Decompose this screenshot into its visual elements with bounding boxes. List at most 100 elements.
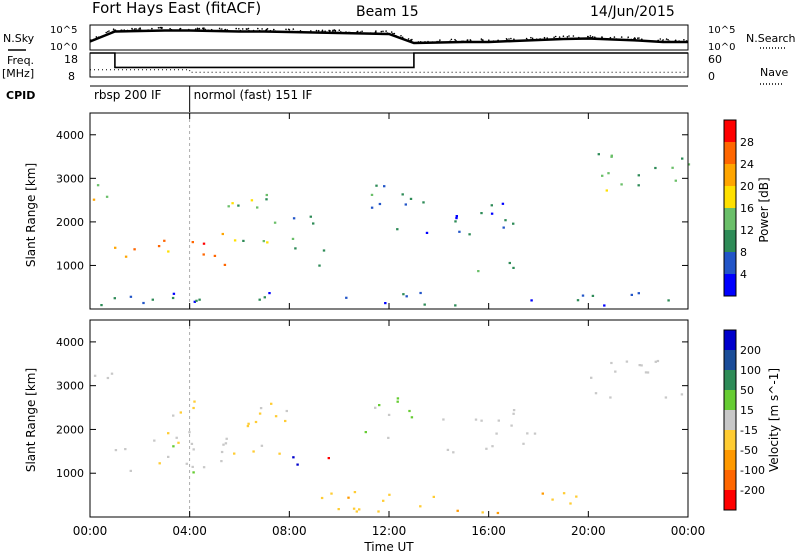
scatter-cell — [262, 240, 265, 243]
colorbar-tick-label: 12 — [740, 224, 754, 237]
scatter-cell — [179, 411, 182, 414]
nave-line — [90, 69, 688, 73]
scatter-cell — [654, 360, 657, 363]
nsearch-point — [262, 30, 265, 33]
nsearch-point — [587, 35, 589, 38]
nsearch-point — [339, 31, 342, 33]
nsearch-point — [245, 28, 248, 30]
scatter-cell — [202, 253, 205, 256]
nsearch-point — [454, 38, 456, 41]
colorbar-tick-label: -50 — [740, 444, 758, 457]
nsearch-point — [218, 27, 221, 30]
colorbar-segment — [724, 490, 736, 510]
scatter-cell — [419, 505, 422, 508]
colorbar-tick-label: 8 — [740, 246, 747, 259]
nsearch-point — [563, 37, 566, 40]
scatter-cell — [256, 206, 259, 209]
nsearch-point — [348, 31, 350, 34]
scatter-cell — [291, 237, 295, 240]
x-tick-label: 00:00 — [671, 524, 706, 538]
colorbar-tick-label: 20 — [740, 180, 754, 193]
scatter-cell — [92, 198, 96, 201]
nsearch-point — [106, 31, 109, 33]
colorbar-segment — [724, 430, 736, 450]
scatter-cell — [309, 215, 312, 218]
colorbar-tick-label: 16 — [740, 202, 754, 215]
scatter-cell — [114, 246, 117, 249]
scatter-cell — [225, 437, 228, 440]
scatter-cell — [265, 193, 268, 197]
scatter-cell — [603, 304, 606, 307]
scatter-cell — [575, 495, 578, 498]
nsearch-point — [337, 31, 339, 34]
colorbar-segment — [724, 330, 736, 350]
scatter-cell — [213, 254, 217, 257]
colorbar-segment — [724, 230, 736, 252]
nsearch-point — [288, 29, 291, 31]
scatter-cell — [405, 295, 408, 298]
scatter-cell — [646, 371, 650, 374]
y-tick-label: 1000 — [56, 259, 84, 272]
scatter-cell — [455, 215, 458, 218]
x-tick-label: 12:00 — [372, 524, 407, 538]
nsearch-point — [354, 32, 357, 35]
scatter-cell — [114, 449, 118, 452]
nsearch-point — [390, 31, 393, 33]
nsearch-point — [140, 29, 143, 32]
nsearch-point — [531, 37, 534, 40]
nsearch-point — [241, 28, 244, 30]
scatter-cell — [504, 219, 507, 222]
nsearch-point — [138, 28, 140, 30]
nsearch-point — [139, 27, 141, 29]
nsearch-point — [239, 29, 242, 32]
nsearch-point — [196, 28, 199, 30]
scatter-cell — [614, 370, 617, 373]
scatter-cell — [191, 241, 194, 244]
scatter-cell — [630, 293, 633, 296]
scatter-cell — [562, 492, 566, 495]
nsearch-point — [273, 28, 275, 31]
nsearch-point — [370, 32, 372, 34]
nsearch-point — [386, 32, 389, 34]
colorbar-segment — [724, 370, 736, 390]
scatter-cell — [192, 406, 195, 410]
nsearch-point — [221, 28, 223, 30]
colorbar-tick-label: 100 — [740, 364, 761, 377]
nsearch-point — [196, 29, 198, 32]
nsearch-point — [667, 39, 669, 41]
scatter-cell — [260, 444, 264, 447]
scatter-cell — [133, 248, 136, 251]
nsearch-point — [620, 36, 623, 38]
colorbar-frame — [723, 329, 737, 511]
nsearch-point — [410, 39, 412, 41]
nsearch-point — [461, 40, 463, 43]
scatter-cell — [687, 163, 691, 166]
nsearch-point — [112, 28, 115, 31]
nsearch-point — [93, 38, 95, 41]
nsearch-point — [361, 30, 363, 33]
scatter-cell — [402, 293, 405, 296]
scatter-cell — [456, 509, 459, 512]
nsearch-point — [269, 29, 272, 32]
cpid-label: CPID — [6, 89, 35, 102]
nsearch-point — [134, 28, 136, 30]
nsearch-point — [589, 35, 592, 37]
nsearch-point — [525, 37, 528, 40]
scatter-cell — [609, 396, 612, 399]
nsearch-point — [210, 28, 213, 31]
scatter-cell — [530, 299, 533, 302]
scatter-cell — [327, 457, 330, 460]
nsearch-point — [400, 35, 402, 37]
scatter-cell — [124, 255, 128, 258]
nsearch-point — [480, 38, 483, 40]
nsearch-point — [627, 38, 629, 41]
nsearch-point — [131, 27, 133, 30]
scatter-cell — [370, 193, 374, 196]
scatter-cell — [455, 217, 458, 220]
nsearch-point — [374, 31, 377, 34]
nsearch-point — [431, 41, 434, 43]
noise-panel-frame — [89, 24, 689, 51]
scatter-cell — [384, 302, 387, 305]
nsearch-point — [562, 38, 564, 40]
freq-unit-label: [MHz] — [2, 67, 34, 80]
